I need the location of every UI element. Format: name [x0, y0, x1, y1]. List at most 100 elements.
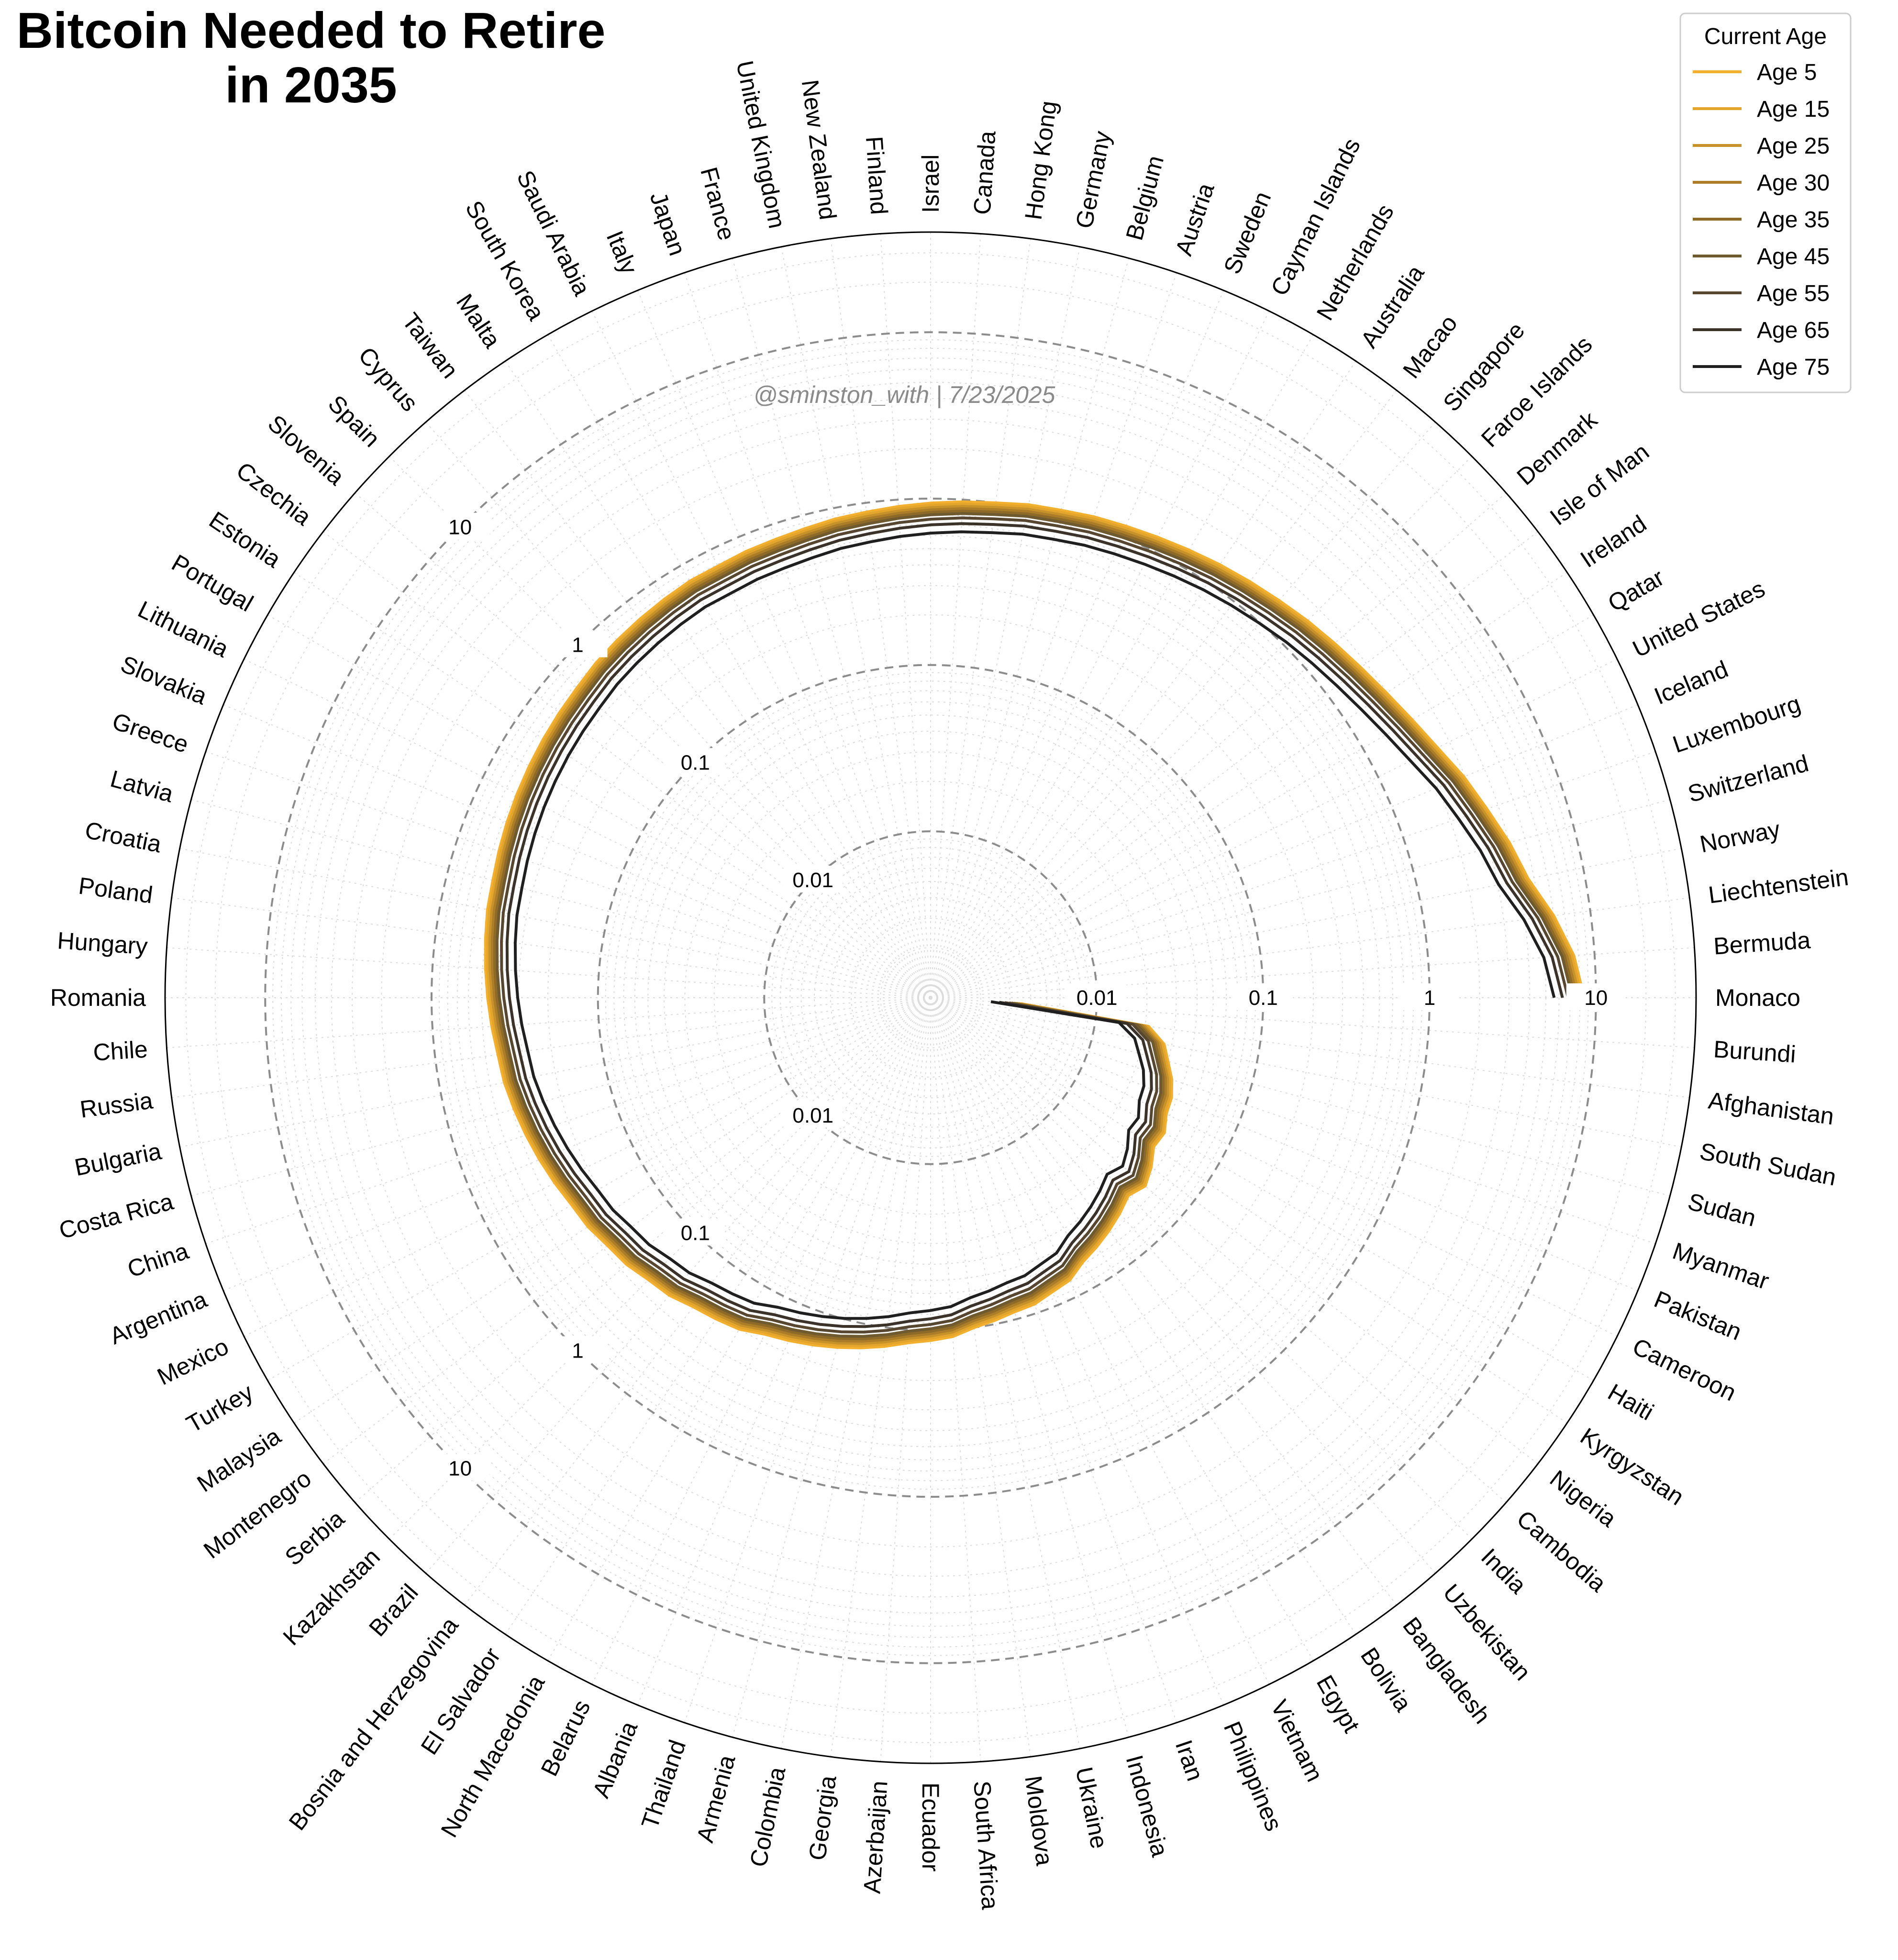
grid-spoke	[830, 997, 931, 1757]
grid-spoke	[930, 847, 1682, 998]
polar-grid	[164, 231, 1697, 1764]
grid-spoke	[830, 238, 931, 998]
country-label: Russia	[78, 1087, 155, 1123]
grid-spoke	[930, 997, 981, 1762]
series-line-age-65	[505, 522, 1564, 1328]
grid-spoke	[930, 997, 1695, 1048]
grid-circle-minor	[185, 252, 1676, 1743]
grid-spoke	[930, 897, 1690, 998]
country-label: Pakistan	[1650, 1286, 1745, 1346]
radial-tick-label: 10	[1584, 986, 1608, 1010]
grid-spoke	[322, 997, 931, 1464]
grid-spoke	[179, 997, 931, 1148]
country-label: Thailand	[636, 1737, 691, 1832]
country-label: Sweden	[1219, 188, 1276, 278]
grid-spoke	[930, 234, 981, 998]
country-label: Albania	[588, 1717, 643, 1802]
country-label: Portugal	[167, 549, 257, 617]
country-label: Myanmar	[1669, 1237, 1772, 1295]
country-label: Hungary	[56, 927, 148, 959]
grid-spoke	[930, 658, 1618, 998]
grid-spoke	[637, 290, 931, 998]
country-label: Turkey	[182, 1379, 258, 1438]
grid-spoke	[171, 897, 931, 998]
grid-spoke	[930, 422, 1436, 998]
grid-circle-minor	[352, 419, 1510, 1577]
country-label: Romania	[50, 984, 146, 1011]
grid-circle-minor	[497, 564, 1364, 1431]
grid-spoke	[547, 334, 931, 998]
grid-spoke	[355, 492, 931, 998]
radial-tick-bg	[1067, 983, 1127, 1010]
country-label: Spain	[323, 390, 385, 452]
country-label: Egypt	[1311, 1670, 1365, 1737]
country-label: Brazil	[364, 1579, 423, 1642]
country-label: France	[695, 164, 740, 243]
grid-spoke	[930, 751, 1656, 998]
country-label: Israel	[917, 155, 944, 213]
radial-tick-label: 10	[448, 516, 472, 539]
radial-tick-label: 0.1	[681, 751, 710, 774]
grid-circle-minor	[647, 714, 1214, 1281]
grid-circle-minor	[664, 731, 1198, 1265]
grid-spoke	[684, 997, 931, 1723]
country-label: Norway	[1698, 816, 1782, 858]
grid-spoke	[464, 390, 931, 998]
grid-spoke	[930, 290, 1224, 998]
country-label: Philippines	[1219, 1717, 1288, 1835]
grid-spoke	[388, 456, 931, 998]
country-label: Slovakia	[117, 650, 211, 710]
legend: Current Age Age 5 Age 15 Age 25 Age 30 Age 3…	[1679, 12, 1852, 393]
radial-tick-label: 1	[572, 1339, 583, 1363]
legend-label: Age 55	[1757, 281, 1830, 306]
country-label: Iceland	[1650, 656, 1732, 710]
grid-spoke	[930, 799, 1670, 998]
country-label: Czechia	[232, 457, 317, 531]
grid-spoke	[880, 234, 931, 998]
grid-circle-minor	[381, 448, 1480, 1548]
radial-tick-bg	[548, 1336, 608, 1363]
country-label: Germany	[1070, 129, 1116, 231]
country-label: Ecuador	[917, 1782, 944, 1871]
grid-spoke	[223, 704, 931, 998]
grid-spoke	[505, 361, 931, 998]
legend-title: Current Age	[1704, 24, 1827, 49]
country-label: Azerbaijan	[858, 1780, 892, 1894]
grid-circle-minor	[518, 585, 1343, 1411]
radial-tick-bg	[666, 748, 725, 775]
country-label: Luxembourg	[1669, 690, 1804, 758]
grid-spoke	[930, 997, 1670, 1197]
radial-tick-bg	[666, 1218, 725, 1246]
grid-spoke	[930, 997, 1567, 1424]
country-label: Sudan	[1685, 1188, 1759, 1232]
grid-spoke	[464, 997, 931, 1606]
grid-spoke	[294, 997, 931, 1424]
grid-spoke	[171, 997, 931, 1098]
country-label: Italy	[601, 227, 643, 278]
chart-title-line-1: Bitcoin Needed to Retire	[17, 2, 606, 59]
grid-spoke	[930, 456, 1473, 998]
grid-spoke	[223, 997, 931, 1292]
series-line-age-75	[513, 530, 1556, 1320]
grid-spoke	[205, 751, 931, 998]
grid-spoke	[930, 997, 1081, 1749]
grid-spoke	[591, 311, 931, 998]
grid-spoke	[930, 997, 1507, 1503]
grid-circle-minor	[684, 751, 1177, 1244]
country-label: Lithuania	[134, 596, 233, 663]
grid-spoke	[930, 997, 1690, 1098]
radial-tick-bg	[783, 1101, 843, 1128]
grid-spoke	[547, 997, 931, 1661]
legend-label: Age 65	[1757, 318, 1830, 343]
grid-circle-minor	[800, 868, 1061, 1128]
grid-spoke	[930, 531, 1539, 998]
grid-spoke	[930, 246, 1081, 998]
grid-spoke	[244, 997, 931, 1337]
grid-spoke	[930, 997, 1270, 1685]
radial-tick-bg	[1566, 983, 1626, 1010]
grid-circle-minor	[301, 368, 1560, 1627]
country-label: United Kingdom	[731, 58, 790, 231]
grid-spoke	[780, 997, 931, 1749]
radial-tick-label: 0.01	[792, 869, 833, 892]
